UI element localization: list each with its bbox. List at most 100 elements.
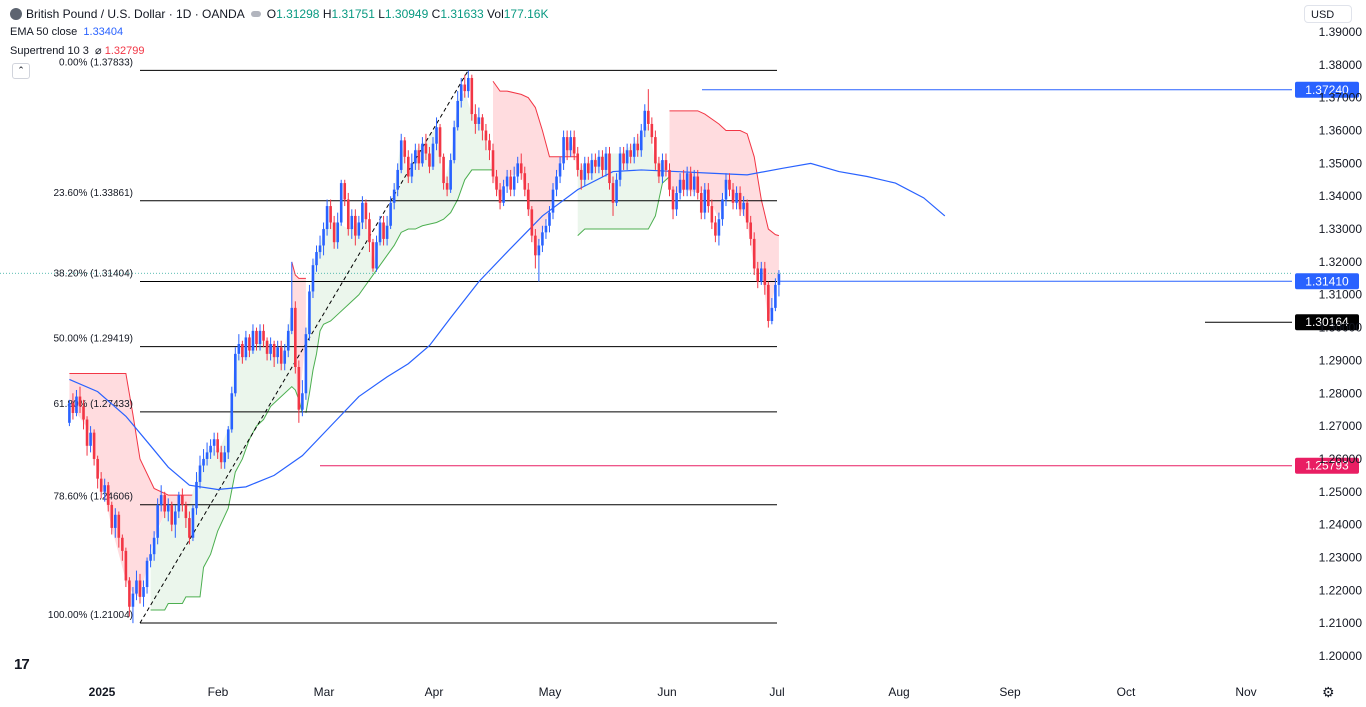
candle-body [226,429,230,453]
candle [392,183,396,210]
candle [579,163,583,190]
candle-body [332,222,336,243]
candle-body [502,186,505,203]
candle [421,137,424,167]
gear-icon[interactable]: ⚙ [1322,684,1335,700]
candle-body [770,307,774,322]
candle-body [512,176,516,190]
candle-body [735,192,738,203]
candle [410,153,414,184]
candle [350,209,354,239]
candle [174,504,177,538]
candle-body [590,160,594,174]
candle-body [368,219,371,243]
candle-body [378,222,382,243]
candle [435,117,438,151]
candle [286,324,290,358]
candle-body [481,117,484,131]
candle-body [495,176,498,190]
ema50-line [69,162,946,491]
candle [188,511,191,545]
candle-body [664,160,668,170]
candle [258,324,262,351]
candle [170,501,174,532]
candle-body [272,344,276,358]
ema-legend[interactable]: EMA 50 close 1.33404 [10,26,123,38]
candle-body [459,84,463,101]
tradingview-logo-icon[interactable]: 17 [14,656,30,673]
eye-icon[interactable] [250,11,261,17]
candle-body [668,169,671,190]
candle [128,577,131,617]
candle [308,284,311,341]
candle-body [237,344,241,354]
candle [283,344,287,371]
candle-body [339,183,343,223]
candle-body [558,163,562,177]
candle [562,130,565,170]
candle-body [325,206,329,230]
candle-body [174,511,177,525]
candle-body [138,580,142,597]
candle-body [654,137,657,164]
candle-body [198,465,202,482]
symbol-title[interactable]: British Pound / U.S. Dollar · 1D · OANDA [26,7,245,21]
candle [639,123,643,157]
candle-body [156,504,159,538]
level-tag-support [1295,314,1359,331]
candle-body [375,242,378,269]
candle-body [195,481,198,509]
x-tick-label: Mar [314,685,335,699]
candle-body [523,173,527,190]
collapse-icon[interactable]: ⌃ [12,63,30,79]
candle [590,153,594,180]
candle-body [283,350,287,364]
candle [657,156,661,184]
candle-body [466,77,470,92]
candle [512,166,516,197]
supertrend-up-line [305,169,493,414]
candle-body [262,330,265,341]
candle [601,150,604,177]
candle [717,212,721,246]
supertrend-legend[interactable]: Supertrend 10 3 ⌀ 1.32799 [10,45,145,57]
candle [216,432,219,459]
candle-body [304,334,308,394]
supertrend-up-line [577,176,670,236]
candle [315,245,318,272]
candle [502,179,505,207]
candle-body [382,222,385,239]
candle-body [191,508,195,538]
candle [491,143,495,184]
x-tick-label: Jun [657,685,676,699]
currency-selector[interactable]: USD [1304,5,1352,23]
fib-label: 23.60% (1.33861) [53,188,133,199]
candle [714,215,717,243]
candle-body [752,238,756,269]
candle [523,166,527,197]
y-tick-label: 1.28000 [1319,386,1363,400]
candle [152,531,156,561]
high-value: 1.31751 [331,7,375,21]
supertrend-up-fill [305,91,493,413]
candle [597,150,601,174]
candle-body [608,153,611,184]
candle [149,544,152,568]
candle-body [579,169,583,180]
candle [675,186,678,216]
flag-icon [10,8,22,20]
candle-body [414,150,417,164]
candle-body [777,274,781,285]
candle [195,472,198,515]
candle-body [721,199,724,220]
candle [742,196,745,216]
candle [78,386,82,413]
open-value: 1.31298 [276,7,320,21]
candle-body [424,143,428,154]
candle-body [361,202,364,223]
candle [279,340,283,371]
supertrend-down-line [492,80,578,158]
candle [428,146,431,174]
candle-body [527,189,530,210]
